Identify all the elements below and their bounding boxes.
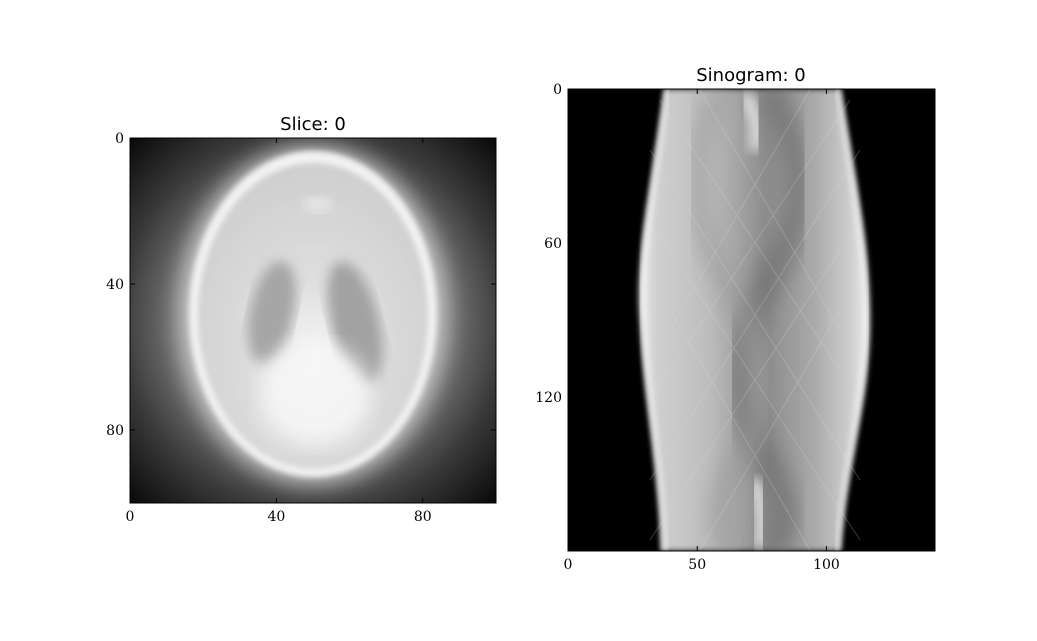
- sinogram-y-axis: 0 60 120: [535, 82, 935, 406]
- sinogram-panel: Sinogram: 0 0 50 100 0 60 120: [535, 65, 936, 573]
- sinogram-frame: [567, 88, 936, 552]
- y-tick-label: 120: [535, 390, 562, 406]
- sinogram-title: Sinogram: 0: [696, 65, 805, 86]
- slice-x-axis: 0 40 80: [126, 138, 432, 525]
- x-tick-label: 80: [414, 509, 432, 525]
- slice-frame: [129, 137, 497, 504]
- slice-title: Slice: 0: [280, 114, 346, 135]
- x-tick-label: 100: [813, 557, 840, 573]
- x-tick-label: 0: [126, 509, 135, 525]
- y-tick-label: 0: [115, 131, 124, 147]
- y-tick-label: 80: [106, 423, 124, 439]
- x-tick-label: 0: [564, 557, 573, 573]
- y-tick-label: 40: [106, 277, 124, 293]
- sinogram-x-axis: 0 50 100: [564, 89, 840, 573]
- y-tick-label: 0: [553, 82, 562, 98]
- slice-panel: Slice: 0 0 40 80 0 40 80: [106, 114, 497, 525]
- x-tick-label: 40: [267, 509, 285, 525]
- x-tick-label: 50: [688, 557, 706, 573]
- y-tick-label: 60: [544, 236, 562, 252]
- slice-image: [130, 138, 496, 503]
- sinogram-image: [568, 89, 935, 551]
- slice-y-axis: 0 40 80: [106, 131, 496, 439]
